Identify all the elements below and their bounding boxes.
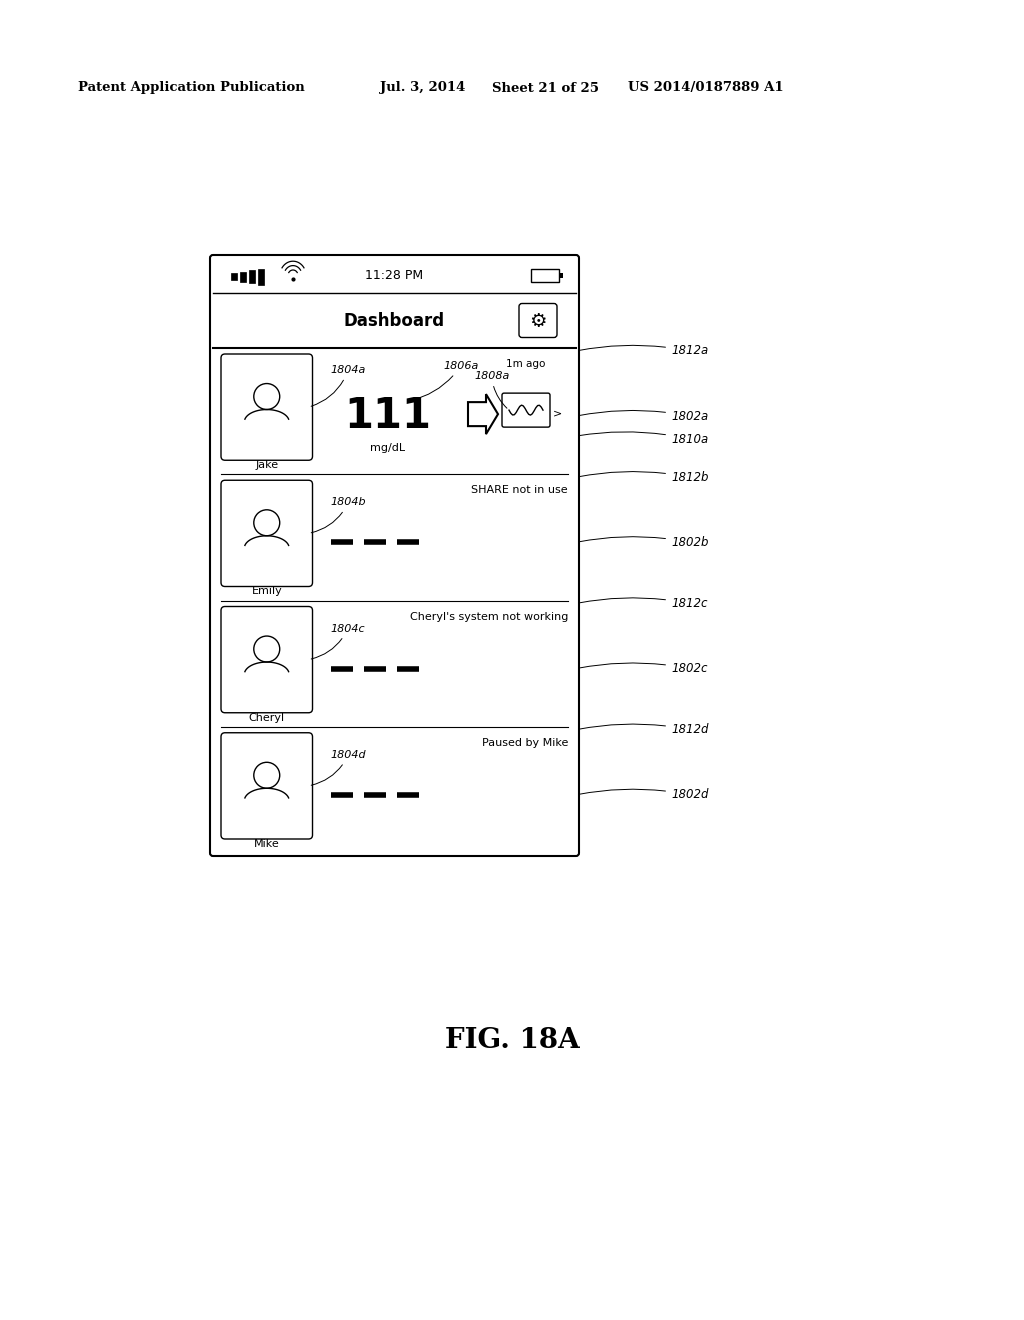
Text: Jake: Jake	[255, 461, 279, 470]
Text: 1812a: 1812a	[579, 345, 709, 358]
Text: Paused by Mike: Paused by Mike	[481, 738, 568, 747]
Text: 1806a: 1806a	[411, 360, 478, 400]
Text: 1804b: 1804b	[311, 498, 367, 533]
Text: >: >	[553, 408, 562, 418]
Text: 1808a: 1808a	[474, 371, 509, 408]
Text: Dashboard: Dashboard	[344, 312, 445, 330]
Bar	[231, 273, 237, 280]
Text: 1804c: 1804c	[311, 623, 366, 659]
Text: Cheryl: Cheryl	[249, 713, 285, 723]
Text: 111: 111	[344, 395, 431, 437]
Text: 11:28 PM: 11:28 PM	[366, 269, 424, 282]
Text: 1802c: 1802c	[579, 663, 708, 675]
Text: Jul. 3, 2014: Jul. 3, 2014	[380, 82, 465, 95]
Text: 1m ago: 1m ago	[506, 359, 546, 370]
Text: 1812c: 1812c	[579, 597, 708, 610]
Bar	[531, 269, 559, 282]
FancyBboxPatch shape	[221, 480, 312, 586]
Text: 1812d: 1812d	[579, 723, 709, 737]
FancyBboxPatch shape	[502, 393, 550, 428]
Text: 1804d: 1804d	[311, 750, 367, 785]
Text: mg/dL: mg/dL	[371, 444, 406, 453]
FancyBboxPatch shape	[210, 255, 579, 855]
Text: ⚙: ⚙	[529, 312, 547, 331]
FancyBboxPatch shape	[221, 733, 312, 840]
Text: 1802b: 1802b	[579, 536, 709, 549]
Bar	[240, 272, 246, 281]
FancyBboxPatch shape	[221, 354, 312, 461]
Text: Cheryl's system not working: Cheryl's system not working	[410, 611, 568, 622]
Bar	[258, 268, 264, 285]
Text: Emily: Emily	[251, 586, 283, 597]
Text: 1802a: 1802a	[579, 409, 709, 422]
Bar	[559, 273, 562, 279]
Text: Mike: Mike	[254, 840, 280, 849]
FancyBboxPatch shape	[221, 606, 312, 713]
Text: FIG. 18A: FIG. 18A	[444, 1027, 580, 1053]
Text: 1804a: 1804a	[311, 366, 366, 407]
Text: SHARE not in use: SHARE not in use	[471, 486, 568, 495]
Text: 1810a: 1810a	[579, 432, 709, 446]
Text: 1812b: 1812b	[579, 471, 709, 483]
Text: Sheet 21 of 25: Sheet 21 of 25	[492, 82, 599, 95]
Text: US 2014/0187889 A1: US 2014/0187889 A1	[628, 82, 783, 95]
FancyBboxPatch shape	[519, 304, 557, 338]
Bar	[249, 271, 255, 282]
Text: 1802d: 1802d	[579, 788, 709, 801]
Text: Patent Application Publication: Patent Application Publication	[78, 82, 305, 95]
